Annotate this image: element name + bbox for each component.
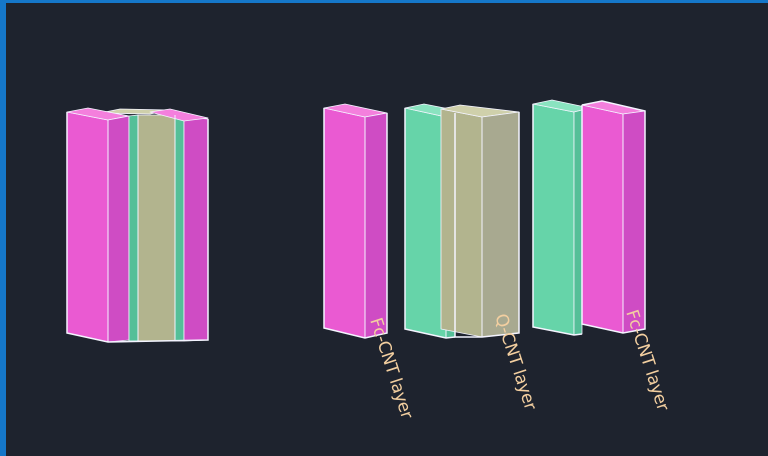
stack-beige-core (137, 114, 176, 342)
stack-front-plate (66, 111, 109, 343)
stack-green-strip-2 (174, 114, 185, 342)
stack-front-plate-side (107, 115, 130, 343)
plate2-outline (404, 108, 456, 339)
plate1-front (323, 107, 366, 339)
plate5-front (581, 104, 624, 334)
stack-green-strip (128, 114, 139, 342)
plate3-front (440, 108, 483, 338)
fc-cnt-plate-left (323, 103, 388, 339)
q-cnt-assembly (404, 103, 520, 339)
fc-cnt-assembly-right (532, 99, 646, 336)
plate5-outline (581, 100, 646, 334)
stack-back-plate-top (149, 108, 209, 122)
window-edge-top (0, 0, 768, 3)
plate2-front (404, 107, 447, 339)
assembled-stack (66, 107, 209, 343)
stack-back-plate (183, 116, 209, 342)
label-fc-cnt-right: Fc-CNT layer (621, 307, 672, 413)
plate4-outline (532, 104, 583, 336)
plate1-side (364, 112, 388, 339)
plate3-side (481, 111, 520, 338)
plate4-front (532, 103, 575, 336)
plate5-side (622, 110, 646, 334)
window-edge-left (0, 0, 6, 456)
label-fc-cnt-left: Fc-CNT layer (365, 315, 416, 421)
plate4-side (573, 109, 583, 336)
